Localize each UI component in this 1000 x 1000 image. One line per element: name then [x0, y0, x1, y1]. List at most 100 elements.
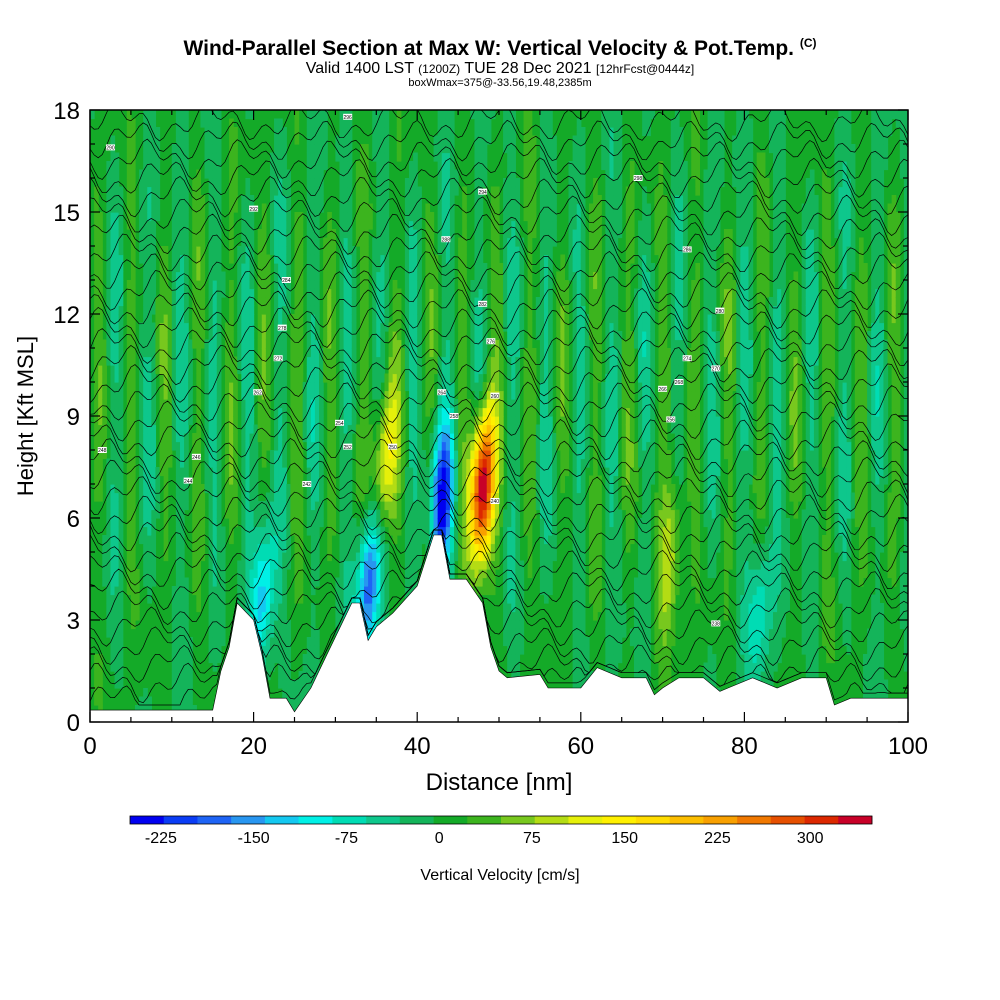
velocity-cell	[241, 305, 247, 315]
velocity-cell	[372, 365, 377, 375]
velocity-cell	[224, 407, 230, 417]
velocity-cell	[454, 509, 459, 519]
velocity-cell	[286, 645, 292, 655]
velocity-cell	[507, 662, 512, 672]
velocity-cell	[429, 314, 435, 324]
velocity-cell	[167, 331, 173, 341]
velocity-cell	[396, 110, 402, 120]
velocity-cell	[94, 331, 99, 341]
velocity-cell	[515, 212, 521, 222]
velocity-cell	[188, 339, 193, 349]
velocity-cell	[306, 297, 312, 307]
velocity-cell	[208, 322, 214, 332]
velocity-cell	[216, 144, 222, 154]
velocity-cell	[490, 305, 496, 315]
velocity-cell	[314, 254, 320, 264]
velocity-cell	[216, 518, 222, 528]
velocity-cell	[355, 433, 361, 443]
velocity-cell	[118, 373, 124, 383]
velocity-cell	[511, 390, 516, 400]
velocity-cell	[445, 416, 451, 426]
velocity-cell	[94, 246, 99, 256]
velocity-cell	[511, 237, 516, 247]
velocity-cell	[515, 263, 521, 273]
velocity-cell	[208, 365, 214, 375]
velocity-cell	[94, 688, 99, 698]
velocity-cell	[261, 373, 267, 383]
velocity-cell	[212, 348, 218, 358]
velocity-cell	[179, 161, 185, 171]
velocity-cell	[494, 407, 500, 417]
velocity-cell	[130, 356, 136, 366]
velocity-cell	[494, 356, 500, 366]
velocity-cell	[110, 416, 116, 426]
velocity-cell	[396, 288, 402, 298]
velocity-cell	[155, 314, 161, 324]
velocity-cell	[188, 390, 193, 400]
velocity-cell	[351, 526, 357, 536]
velocity-cell	[409, 356, 414, 366]
velocity-cell	[126, 535, 132, 545]
velocity-cell	[319, 467, 324, 477]
velocity-cell	[196, 373, 202, 383]
velocity-cell	[110, 535, 116, 545]
velocity-cell	[298, 263, 304, 273]
velocity-cell	[413, 475, 418, 485]
velocity-cell	[179, 569, 185, 579]
velocity-cell	[482, 365, 488, 375]
velocity-cell	[278, 552, 283, 562]
velocity-cell	[449, 229, 455, 239]
velocity-cell	[364, 152, 369, 162]
velocity-cell	[343, 178, 349, 188]
velocity-cell	[380, 339, 386, 349]
velocity-cell	[482, 433, 488, 443]
velocity-cell	[179, 144, 185, 154]
velocity-cell	[507, 628, 512, 638]
velocity-cell	[200, 509, 206, 519]
velocity-cell	[110, 322, 116, 332]
velocity-cell	[261, 458, 267, 468]
velocity-cell	[106, 526, 112, 536]
velocity-cell	[310, 161, 316, 171]
velocity-cell	[470, 484, 476, 494]
velocity-cell	[139, 696, 144, 706]
velocity-cell	[519, 271, 525, 281]
velocity-cell	[396, 314, 402, 324]
velocity-cell	[462, 322, 467, 332]
velocity-cell	[302, 671, 308, 681]
velocity-cell	[458, 365, 463, 375]
velocity-cell	[147, 594, 152, 604]
velocity-cell	[139, 475, 144, 485]
velocity-cell	[114, 246, 120, 256]
velocity-cell	[380, 212, 386, 222]
velocity-cell	[417, 416, 422, 426]
velocity-cell	[98, 365, 103, 375]
velocity-cell	[126, 288, 132, 298]
velocity-cell	[486, 501, 492, 511]
velocity-cell	[355, 475, 361, 485]
velocity-cell	[139, 186, 144, 196]
velocity-cell	[441, 441, 447, 451]
velocity-cell	[216, 127, 222, 137]
velocity-cell	[114, 399, 120, 409]
velocity-cell	[507, 178, 512, 188]
velocity-cell	[143, 280, 148, 290]
velocity-cell	[474, 212, 480, 222]
velocity-cell	[327, 458, 332, 468]
velocity-cell	[511, 110, 516, 120]
velocity-cell	[147, 526, 152, 536]
velocity-cell	[106, 518, 112, 528]
velocity-cell	[118, 399, 124, 409]
velocity-cell	[298, 348, 304, 358]
velocity-cell	[331, 271, 336, 281]
velocity-cell	[265, 390, 271, 400]
velocity-cell	[282, 509, 287, 519]
velocity-cell	[503, 526, 508, 536]
velocity-cell	[175, 110, 181, 120]
velocity-cell	[175, 475, 181, 485]
velocity-cell	[425, 492, 431, 502]
velocity-cell	[454, 169, 459, 179]
velocity-cell	[110, 458, 116, 468]
velocity-cell	[380, 407, 386, 417]
velocity-cell	[437, 178, 443, 188]
